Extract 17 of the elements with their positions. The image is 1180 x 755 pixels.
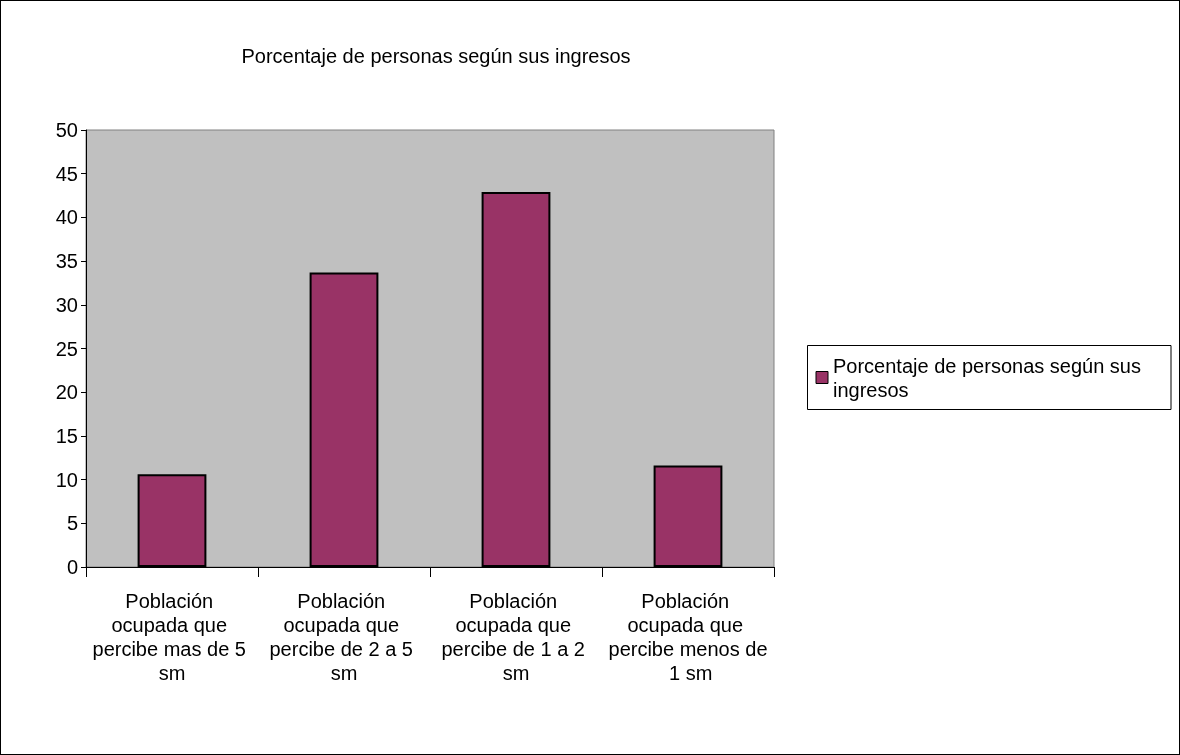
y-tick-label: 20 xyxy=(55,381,78,404)
x-tick-label: Población ocupada que percibe mas de 5 sm xyxy=(92,590,252,684)
y-tick-label: 30 xyxy=(55,293,78,316)
x-tick-label: Población ocupada que percibe de 2 a 5 sm xyxy=(269,590,419,684)
y-tick-label: 0 xyxy=(66,556,78,578)
x-tick-label: Población ocupada que percibe menos de 1 sm xyxy=(608,590,768,684)
y-tick-label: 25 xyxy=(55,337,78,360)
y-tick-label: 10 xyxy=(55,468,78,491)
y-tick-label: 5 xyxy=(66,512,78,535)
x-tick-label: Población ocupada que percibe de 1 a 2 sm xyxy=(441,590,591,684)
chart-title: Porcentaje de personas según sus ingresos xyxy=(241,45,631,67)
legend-label: Porcentaje de personas según sus ingresos xyxy=(833,354,1147,401)
y-tick-label: 50 xyxy=(55,119,78,141)
y-tick-label: 45 xyxy=(55,162,78,185)
y-tick-label: 40 xyxy=(55,206,78,229)
y-tick-label: 15 xyxy=(55,424,78,447)
y-tick-label: 35 xyxy=(55,250,78,273)
